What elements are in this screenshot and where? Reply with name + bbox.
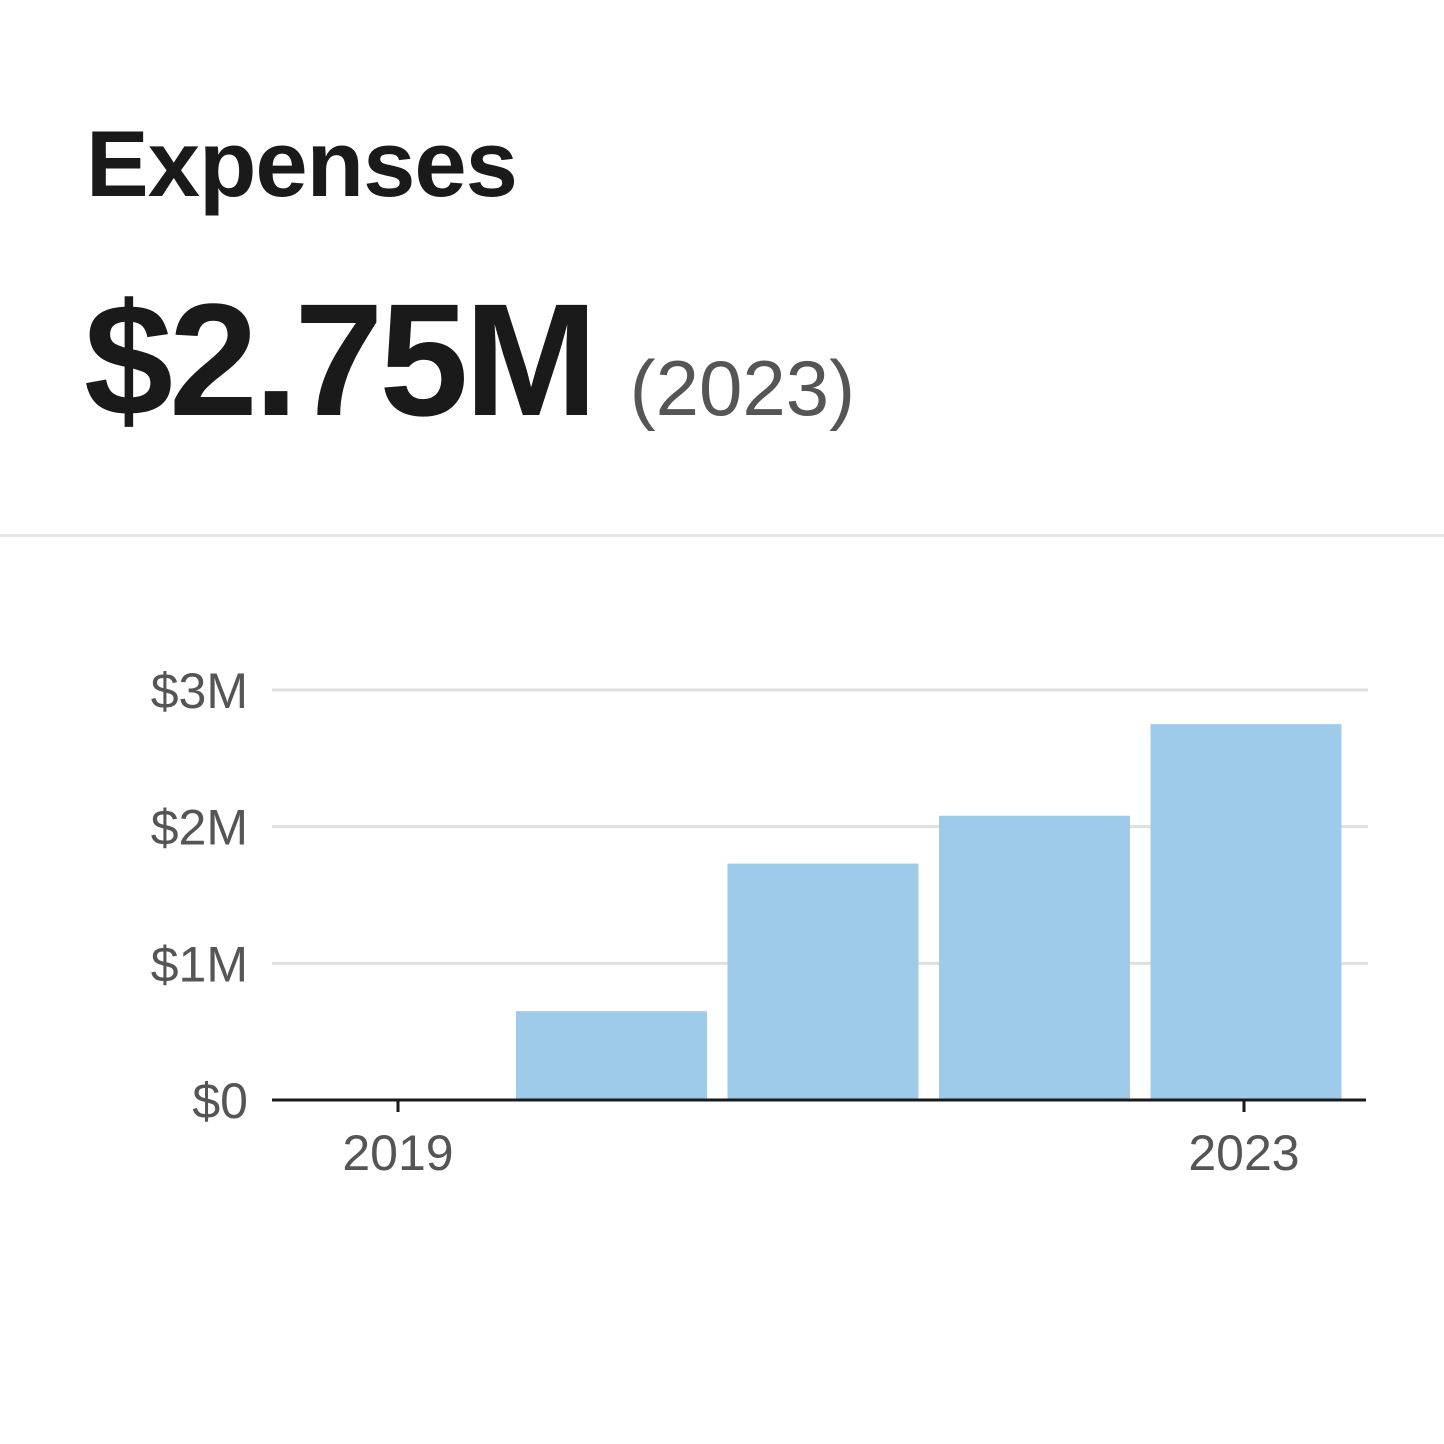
y-tick-label: $0 [192,1073,248,1129]
bars [516,724,1342,1100]
bar-2021 [727,863,919,1100]
chart-title: Expenses [86,111,518,216]
axes [272,1098,1366,1112]
y-tick-label: $1M [151,936,248,992]
headline: $2.75M (2023) [84,268,855,452]
tick-labels: $0 $1M $2M $3M 2019 2023 [151,663,1300,1181]
bar-2022 [939,815,1130,1100]
headline-value: $2.75M [84,270,598,449]
headline-year: (2023) [629,344,856,432]
x-tick-label: 2019 [342,1125,453,1181]
bar-2020 [516,1011,707,1100]
y-tick-label: $2M [151,800,248,856]
bar-2023 [1150,724,1342,1100]
divider [0,534,1444,537]
x-tick-label: 2023 [1188,1125,1299,1181]
y-tick-label: $3M [151,663,248,719]
bar-chart: $0 $1M $2M $3M 2019 2023 [151,663,1368,1181]
